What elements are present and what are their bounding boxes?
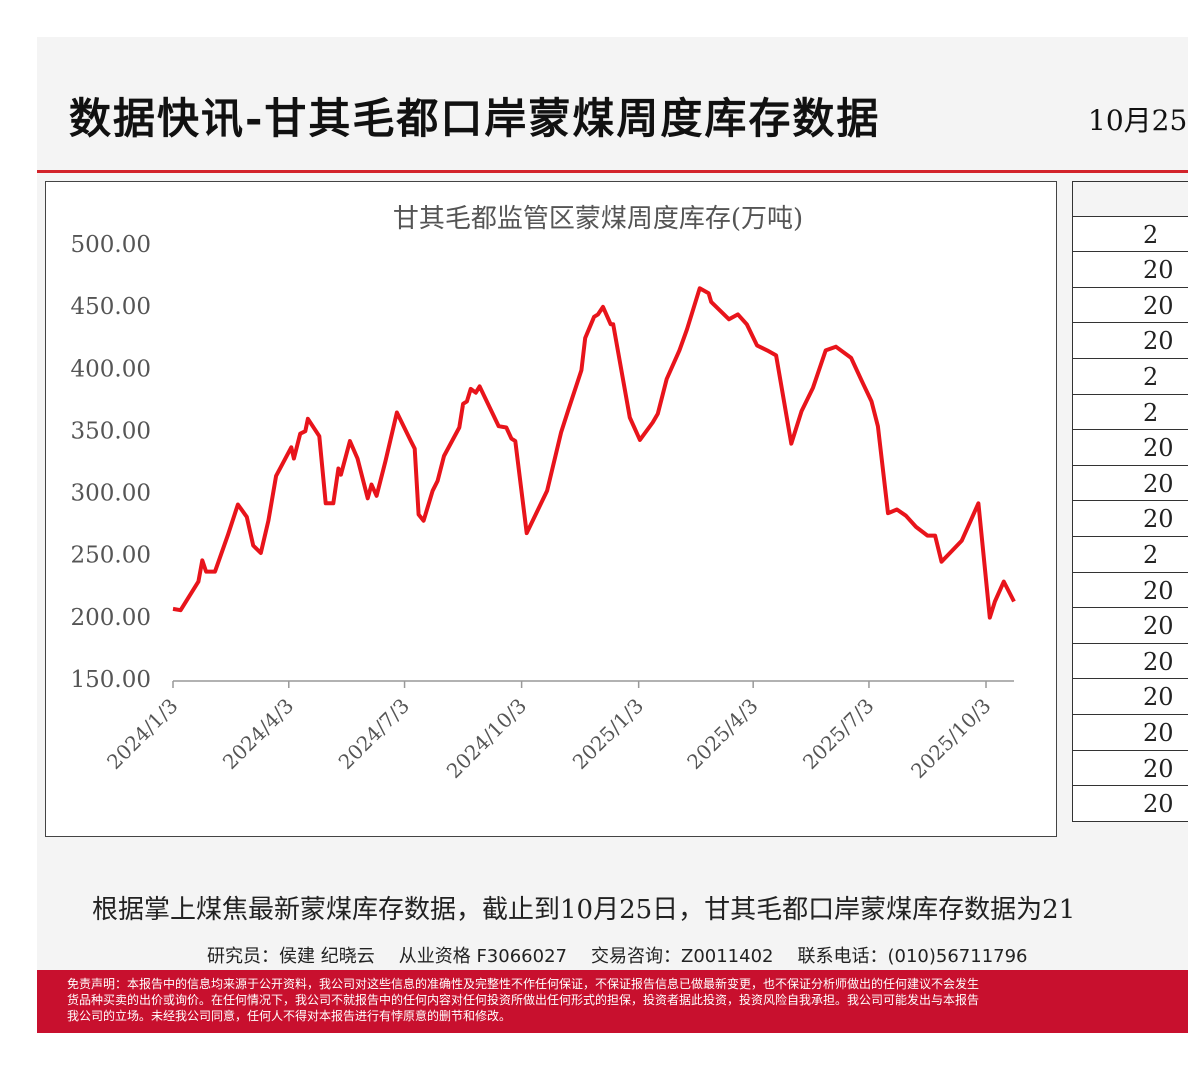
table-cell: 20 xyxy=(1073,465,1188,502)
disclaimer-line: 货品种买卖的出价或询价。在任何情况下，我公司不就报告中的任何内容对任何投资所做出… xyxy=(67,993,980,1007)
table-cell: 2 xyxy=(1073,394,1188,431)
y-tick-label: 200.00 xyxy=(71,605,151,631)
table-cell: 20 xyxy=(1073,323,1188,359)
table-header xyxy=(1073,181,1188,217)
chart-box: 甘其毛都监管区蒙煤周度库存(万吨) 150.00 200.00 250.00 300.… xyxy=(45,181,1057,837)
series-line xyxy=(172,286,1016,620)
table-cell: 20 xyxy=(1073,572,1188,609)
table-cell: 20 xyxy=(1073,501,1188,537)
table-cell: 20 xyxy=(1073,430,1188,466)
table-cell: 20 xyxy=(1073,608,1188,644)
disclaimer-line: 免责声明：本报告中的信息均来源于公开资料，我公司对这些信息的准确性及完整性不作任… xyxy=(67,977,980,991)
x-tick-label: 2024/10/3 xyxy=(442,694,531,783)
disclaimer-line: 我公司的立场。未经我公司同意，任何人不得对本报告进行有悖原意的删节和修改。 xyxy=(67,1009,512,1023)
y-tick-label: 150.00 xyxy=(71,667,151,693)
table-cell: 20 xyxy=(1073,679,1188,715)
chart-title: 甘其毛都监管区蒙煤周度库存(万吨) xyxy=(393,204,803,234)
summary: 根据掌上煤焦最新蒙煤库存数据，截止到10月25日，甘其毛都口岸蒙煤库存数据为21 xyxy=(92,895,1076,925)
x-tick-label: 2025/1/3 xyxy=(568,694,648,774)
consult: 交易咨询：Z0011402 xyxy=(590,946,774,967)
x-tick-label: 2024/4/3 xyxy=(218,694,298,774)
phone: 联系电话：(010)56711796 xyxy=(797,946,1028,967)
x-tick-label: 2024/7/3 xyxy=(334,694,414,774)
x-tick-label: 2025/7/3 xyxy=(798,694,878,774)
researcher: 研究员：侯建 纪晓云 xyxy=(207,946,375,967)
y-tick-label: 450.00 xyxy=(71,294,151,320)
table-cell: 2 xyxy=(1073,216,1188,253)
chart: 甘其毛都监管区蒙煤周度库存(万吨) 150.00 200.00 250.00 300.… xyxy=(71,204,1016,783)
x-tick-label: 2024/1/3 xyxy=(102,694,182,774)
table-cell: 20 xyxy=(1073,287,1188,324)
x-tick-label: 2025/10/3 xyxy=(906,694,995,783)
disclaimer: 免责声明：本报告中的信息均来源于公开资料，我公司对这些信息的准确性及完整性不作任… xyxy=(37,970,1188,1033)
table-cell: 20 xyxy=(1073,252,1188,288)
credits: 研究员：侯建 纪晓云 从业资格 F3066027 交易咨询：Z0011402 联系电话… xyxy=(207,942,1052,968)
table-cell: 2 xyxy=(1073,536,1188,573)
report: 数据快讯-甘其毛都口岸蒙煤周度库存数据 10月25 甘其毛都监管区蒙煤周度库存(… xyxy=(37,37,1188,1033)
table-cell: 2 xyxy=(1073,358,1188,395)
table-cell: 20 xyxy=(1073,643,1188,680)
y-tick-label: 250.00 xyxy=(71,543,151,569)
x-tick-label: 2025/4/3 xyxy=(682,694,762,774)
y-tick-label: 350.00 xyxy=(71,418,151,444)
license: 从业资格 F3066027 xyxy=(398,946,567,967)
y-tick-label: 500.00 xyxy=(71,232,151,258)
y-tick-label: 300.00 xyxy=(71,481,151,507)
data-table: 2 20 20 20 2 2 20 20 20 2 20 20 20 20 20 20 20 xyxy=(1072,181,1188,822)
table-cell: 20 xyxy=(1073,750,1188,787)
divider xyxy=(37,170,1188,173)
table-cell: 20 xyxy=(1073,714,1188,751)
table-cell: 20 xyxy=(1073,786,1188,822)
report-title: 数据快讯-甘其毛都口岸蒙煤周度库存数据 xyxy=(69,94,881,143)
y-tick-label: 400.00 xyxy=(71,356,151,382)
report-date: 10月25 xyxy=(1088,104,1188,137)
